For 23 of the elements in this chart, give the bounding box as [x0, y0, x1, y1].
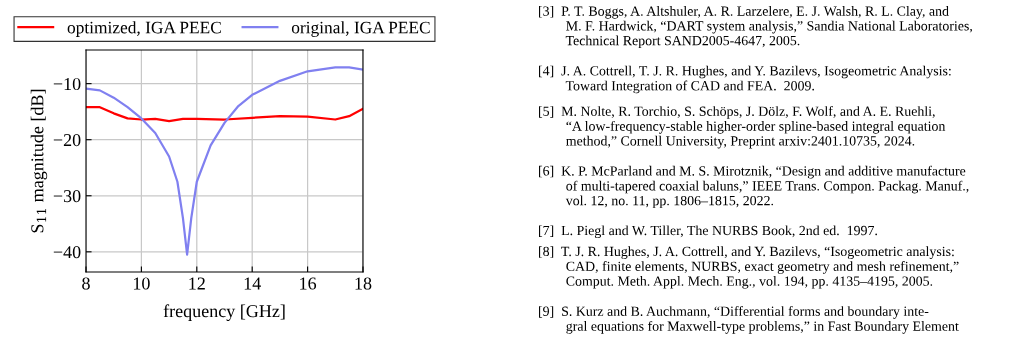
text: [4] J. A. Cottrell, T. J. R. Hughes, and Y. Bazilevs, Isogeometric Analysis: Toward Integration of CAD and FEA. 2009. — [539, 65, 951, 94]
x-tick-label: 14 — [244, 277, 261, 290]
line-series — [86, 66, 363, 256]
y-tick-label: −20 — [53, 133, 81, 147]
text: [3] P. T. Boggs, A. Altshuler, A. R. Larzelere, E. J. Walsh, R. L. Clay, and M. F. Hardwick, “DART system analysis,” Sandia National Laboratories, Technical Report SAND2005-4647, 2005. — [539, 6, 972, 49]
text: [9] S. Kurz and B. Auchmann, “Differential forms and boundary inte- gral equations for Maxwell-type problems,” in Fast Boundary Element — [539, 306, 959, 334]
x-tick-label: 12 — [189, 277, 205, 290]
x-tick-label: 16 — [300, 277, 317, 290]
legend-label: optimized, IGA PEEC — [67, 21, 221, 37]
x-tick-label: 10 — [133, 277, 150, 290]
text: [5] M. Nolte, R. Torchio, S. Schöps, J. Dölz, F. Wolf, and A. E. Ruehli, “A low-frequency-stable higher-order spline-based integral equation method,” Cornell University, Preprint arxiv:2401.10735, 2024. — [539, 106, 946, 149]
line-series — [86, 106, 363, 123]
y-tick-label: −30 — [53, 190, 81, 203]
x-tick-label: 18 — [355, 277, 372, 290]
text: [6] K. P. McParland and M. S. Mirotznik, “Design and additive manufacture of multi-tapered coaxial baluns,” IEEE Trans. Compon. Packag. Manuf., vol. 12, no. 11, pp. 1806–1815, 2022. — [539, 165, 969, 209]
y-tick-label: −10 — [53, 77, 81, 91]
y-axis-title: S$_{11}$ magnitude [dB] — [30, 89, 48, 233]
text: [7] L. Piegl and W. Tiller, The NURBS Book, 2nd ed. 1997. — [539, 225, 877, 239]
y-tick-label: −40 — [53, 246, 81, 259]
x-tick-label: 8 — [82, 277, 90, 290]
legend-label: original, IGA PEEC — [291, 21, 430, 37]
x-axis-title: frequency [GHz] — [163, 304, 285, 321]
text: [8] T. J. R. Hughes, J. A. Cottrell, and Y. Bazilevs, “Isogeometric analysis: CAD, finite elements, NURBS, exact geometry and mesh refinement,” Comput. Meth. Appl. Mech. Eng., vol. 194, pp. 4135–4195, 2005. — [539, 246, 959, 289]
